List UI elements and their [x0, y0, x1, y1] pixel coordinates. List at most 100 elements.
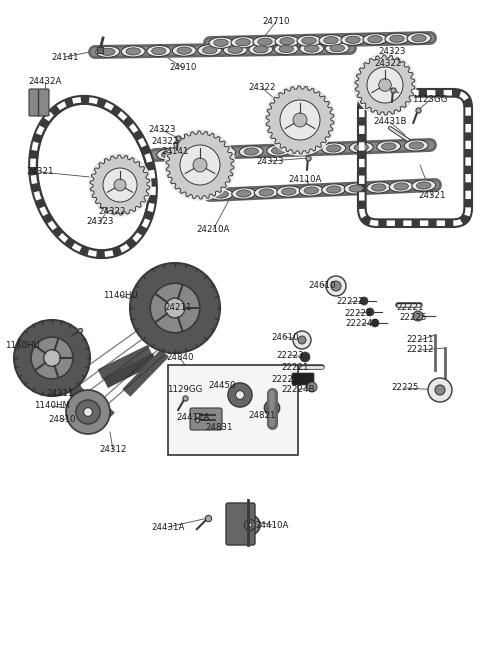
Circle shape — [114, 179, 126, 191]
Ellipse shape — [412, 180, 436, 191]
Ellipse shape — [214, 191, 228, 198]
Text: 24710: 24710 — [262, 18, 290, 26]
FancyBboxPatch shape — [292, 373, 314, 385]
Ellipse shape — [177, 47, 192, 54]
Circle shape — [14, 320, 90, 396]
Circle shape — [293, 331, 311, 349]
Text: 24431B: 24431B — [373, 117, 407, 127]
Ellipse shape — [184, 148, 208, 159]
Text: 24821: 24821 — [248, 411, 276, 420]
Ellipse shape — [203, 47, 217, 54]
Text: 24450: 24450 — [208, 380, 236, 389]
Ellipse shape — [152, 47, 166, 55]
Ellipse shape — [277, 186, 301, 197]
Text: 24210A: 24210A — [196, 225, 230, 235]
FancyBboxPatch shape — [190, 408, 222, 430]
Ellipse shape — [394, 183, 408, 190]
Text: 24321: 24321 — [418, 192, 446, 200]
Text: 22224B: 22224B — [281, 386, 315, 395]
Ellipse shape — [367, 182, 391, 193]
Circle shape — [244, 519, 255, 530]
Ellipse shape — [272, 147, 286, 154]
Text: 1140HM: 1140HM — [34, 401, 70, 411]
Ellipse shape — [236, 39, 250, 46]
Ellipse shape — [249, 43, 273, 55]
Circle shape — [150, 283, 200, 333]
Circle shape — [228, 383, 252, 407]
Text: 22224B: 22224B — [345, 320, 379, 328]
Ellipse shape — [126, 48, 141, 55]
Ellipse shape — [319, 35, 343, 46]
Ellipse shape — [409, 142, 423, 149]
Text: 24322: 24322 — [151, 136, 179, 146]
Ellipse shape — [239, 146, 263, 157]
Circle shape — [269, 405, 275, 411]
Circle shape — [428, 378, 452, 402]
Ellipse shape — [214, 39, 228, 46]
Ellipse shape — [172, 45, 196, 56]
Text: 22225: 22225 — [391, 384, 419, 393]
Text: 1140HU: 1140HU — [5, 341, 39, 349]
Circle shape — [379, 78, 391, 92]
Ellipse shape — [324, 37, 338, 44]
Text: 24412A: 24412A — [176, 413, 210, 422]
Circle shape — [193, 158, 207, 172]
Ellipse shape — [299, 146, 313, 153]
Text: 24323: 24323 — [86, 217, 114, 227]
Text: 22221: 22221 — [281, 362, 309, 372]
Circle shape — [280, 100, 320, 140]
Circle shape — [89, 154, 151, 216]
Circle shape — [84, 408, 92, 416]
Ellipse shape — [344, 183, 368, 194]
Text: 24910: 24910 — [169, 63, 197, 72]
Text: 24141: 24141 — [51, 53, 79, 61]
Text: 24141: 24141 — [161, 148, 189, 156]
Ellipse shape — [326, 186, 341, 193]
Ellipse shape — [189, 150, 204, 157]
Polygon shape — [355, 55, 415, 115]
Ellipse shape — [389, 181, 413, 192]
Circle shape — [265, 85, 335, 155]
Text: 24211: 24211 — [164, 302, 192, 312]
Text: 22222: 22222 — [271, 374, 299, 384]
Circle shape — [44, 350, 60, 366]
Ellipse shape — [274, 43, 298, 55]
Ellipse shape — [377, 141, 401, 152]
Text: 1140HU: 1140HU — [103, 291, 137, 299]
Ellipse shape — [330, 45, 345, 52]
Circle shape — [103, 168, 137, 202]
Text: 24840: 24840 — [166, 353, 194, 362]
Ellipse shape — [300, 43, 324, 54]
FancyBboxPatch shape — [226, 503, 255, 545]
Ellipse shape — [216, 149, 231, 156]
Text: 22211: 22211 — [406, 335, 434, 345]
Ellipse shape — [209, 37, 233, 48]
Ellipse shape — [404, 140, 428, 151]
Ellipse shape — [368, 36, 382, 43]
Ellipse shape — [259, 189, 274, 196]
Circle shape — [371, 319, 379, 327]
Circle shape — [366, 308, 374, 316]
Text: 22212: 22212 — [406, 345, 434, 355]
Circle shape — [180, 145, 220, 185]
Circle shape — [31, 337, 73, 379]
Circle shape — [298, 336, 306, 344]
Text: 24323: 24323 — [148, 125, 176, 134]
Text: 24810: 24810 — [48, 416, 76, 424]
Circle shape — [165, 130, 235, 200]
Ellipse shape — [279, 45, 293, 53]
Ellipse shape — [390, 35, 404, 42]
Text: 24610: 24610 — [271, 333, 299, 341]
Ellipse shape — [96, 46, 120, 57]
Ellipse shape — [121, 45, 145, 57]
Text: 22223: 22223 — [276, 351, 304, 360]
Text: 24323: 24323 — [378, 47, 406, 57]
Text: 22223: 22223 — [344, 308, 372, 318]
Text: 24211: 24211 — [46, 389, 74, 397]
Text: 24321: 24321 — [26, 167, 54, 177]
Ellipse shape — [280, 38, 294, 45]
Ellipse shape — [100, 48, 115, 55]
Text: 24323: 24323 — [256, 156, 284, 165]
Circle shape — [76, 400, 100, 424]
Text: 24610: 24610 — [308, 281, 336, 289]
